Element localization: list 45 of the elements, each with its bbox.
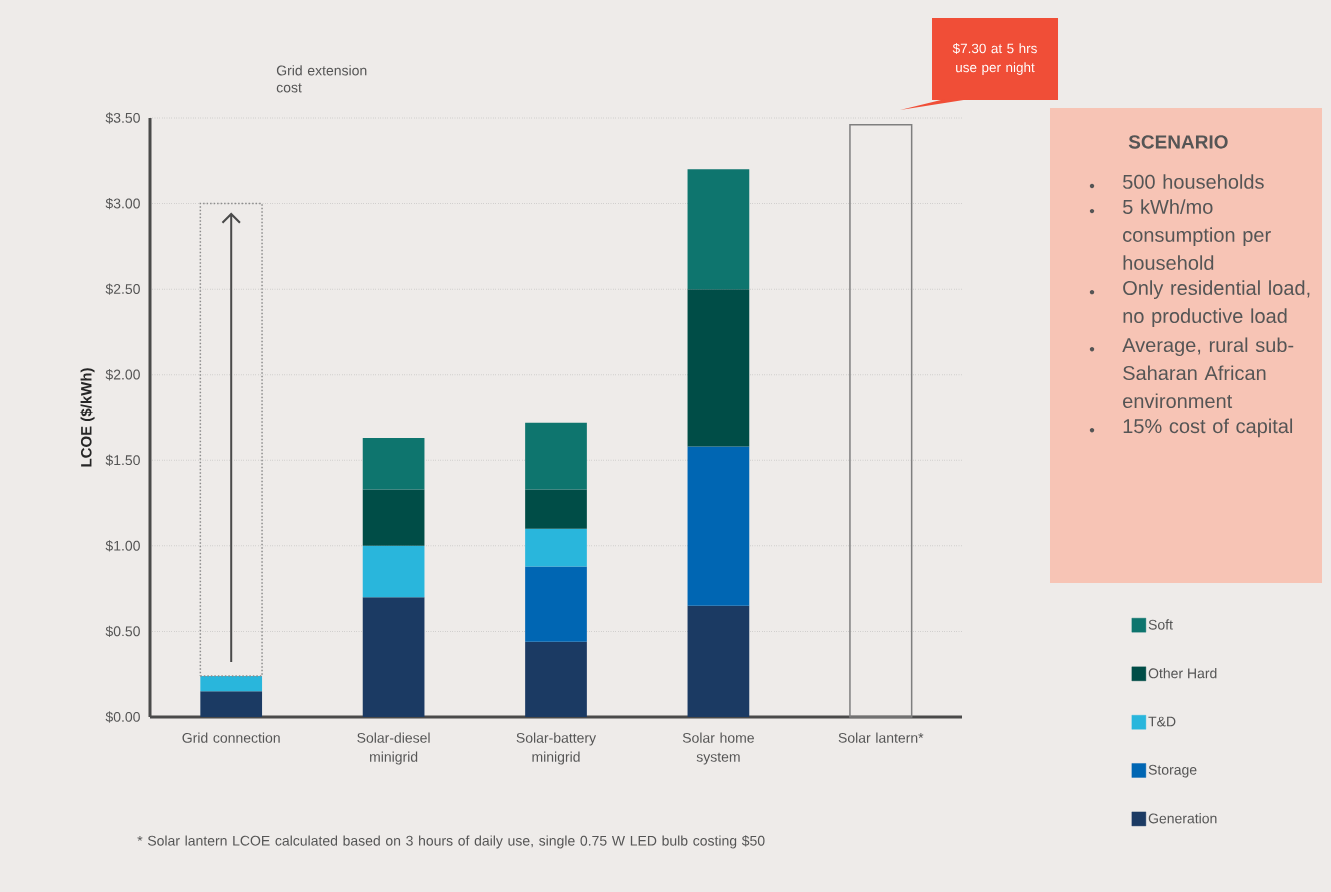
bar bbox=[362, 597, 425, 717]
bar bbox=[199, 202, 263, 677]
text: 5 kWh/mo consumption per household bbox=[1123, 199, 1271, 270]
y-tick-label: $3.50 bbox=[105, 112, 140, 124]
bar bbox=[362, 489, 425, 546]
x-tick-label: Solar-battery minigrid bbox=[516, 732, 597, 765]
x-tick-label: Solar home system bbox=[682, 732, 754, 765]
text: Grid extension cost bbox=[276, 65, 367, 93]
text: 500 households bbox=[1123, 174, 1264, 189]
legend-label: T&D bbox=[1148, 716, 1176, 727]
legend-label: Other Hard bbox=[1148, 668, 1217, 679]
bar bbox=[849, 124, 913, 718]
text: $7.30 at 5 hrs use per night bbox=[952, 43, 1037, 75]
y-tick-label: $1.00 bbox=[105, 540, 140, 552]
y-tick-label: $2.00 bbox=[105, 369, 140, 381]
y-tick-label: $1.50 bbox=[105, 454, 140, 466]
y-tick-label: $3.00 bbox=[105, 197, 140, 210]
x-tick-label: Solar-diesel minigrid bbox=[357, 732, 430, 765]
text: SCENARIO bbox=[1128, 135, 1228, 149]
bar bbox=[525, 641, 587, 717]
text: Average, rural sub-Saharan African environment bbox=[1122, 337, 1294, 409]
bar bbox=[200, 691, 263, 717]
bar bbox=[525, 566, 587, 642]
x-tick-label: Solar lantern* bbox=[838, 732, 924, 743]
bar bbox=[525, 528, 587, 567]
y-tick-label: $0.00 bbox=[105, 711, 140, 723]
bar bbox=[525, 489, 587, 529]
y-axis-title: LCOE ($/kWh) bbox=[80, 368, 95, 467]
bar bbox=[200, 675, 263, 692]
text: * Solar lantern LCOE calculated based on 3 hours of daily use, single 0.75 W LED bulb costing $50 bbox=[137, 835, 765, 849]
x-tick-label: Grid connection bbox=[182, 732, 280, 743]
bar bbox=[687, 605, 750, 717]
bar bbox=[362, 545, 425, 598]
bar bbox=[687, 169, 750, 290]
text: Only residential load, no productive load bbox=[1123, 280, 1310, 328]
y-tick-label: $2.50 bbox=[105, 283, 140, 295]
legend-label: Generation bbox=[1148, 813, 1217, 824]
y-tick-label: $0.50 bbox=[105, 625, 140, 638]
text: 15% cost of capital bbox=[1123, 418, 1293, 438]
bar bbox=[687, 289, 750, 447]
legend-label: Storage bbox=[1148, 764, 1197, 778]
bar bbox=[362, 438, 425, 490]
bar bbox=[687, 446, 750, 606]
bar bbox=[525, 422, 587, 490]
legend-label: Soft bbox=[1148, 619, 1173, 630]
